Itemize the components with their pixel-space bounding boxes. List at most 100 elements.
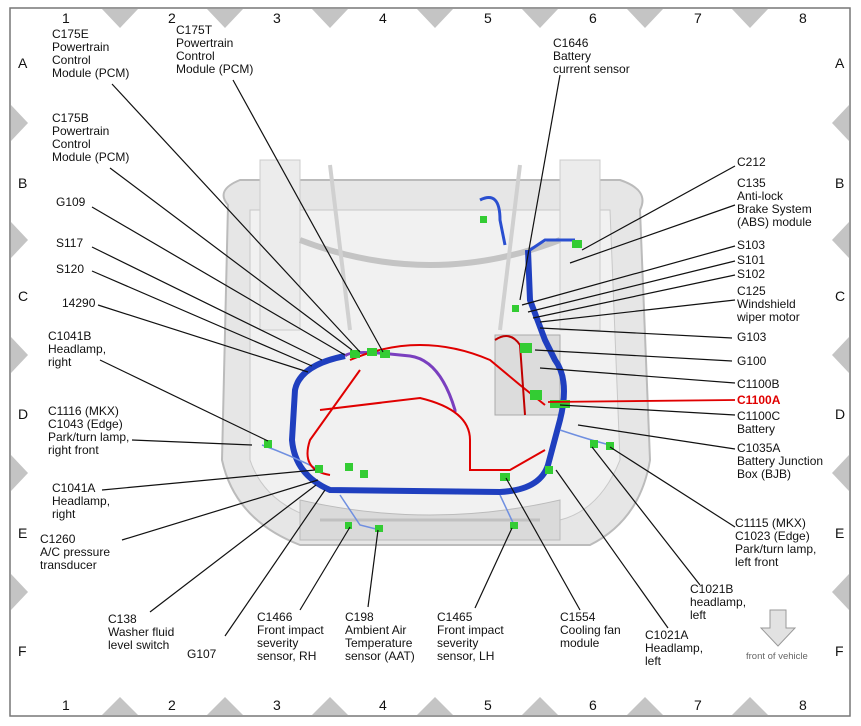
grid-row-right-F: F <box>835 643 844 659</box>
grid-marker-bottom <box>312 697 348 715</box>
label-line: Park/turn lamp, <box>735 542 817 556</box>
label-line: C1023 (Edge) <box>735 529 810 543</box>
label-line: G100 <box>737 354 767 368</box>
label-line: right front <box>48 443 99 457</box>
grid-marker-bottom <box>627 697 663 715</box>
label-line: right <box>52 507 76 521</box>
label-line: Powertrain <box>176 36 234 50</box>
grid-marker-left <box>11 337 28 373</box>
label-line: Module (PCM) <box>52 150 130 164</box>
label-line: Powertrain <box>52 124 110 138</box>
label-line: A/C pressure <box>40 545 111 559</box>
label-line: S101 <box>737 253 766 267</box>
grid-column-bottom-7: 7 <box>694 697 702 713</box>
grid-marker-top <box>732 9 768 28</box>
label-line: Headlamp, <box>48 342 107 356</box>
callout-label-c1100c: C1100C Battery <box>737 410 780 436</box>
grid-row-left-F: F <box>18 643 27 659</box>
label-line: C1646 <box>553 36 589 50</box>
grid-marker-top <box>102 9 138 28</box>
label-line: C1260 <box>40 532 76 546</box>
label-line: Headlamp, <box>52 494 111 508</box>
label-line: C1041A <box>52 481 96 495</box>
label-line: C138 <box>108 612 137 626</box>
grid-row-right-E: E <box>835 525 845 541</box>
label-line: Windshield <box>737 297 796 311</box>
label-line: Control <box>176 49 215 63</box>
grid-column-bottom-4: 4 <box>379 697 387 713</box>
label-line: sensor, RH <box>257 649 317 663</box>
label-line: left <box>690 608 707 622</box>
callout-label-c1465: C1465 Front impact severity sensor, LH <box>437 611 504 663</box>
label-line: C1100A <box>737 393 781 407</box>
label-line: C1100B <box>737 377 780 391</box>
grid-column-bottom-2: 2 <box>168 697 176 713</box>
label-line: transducer <box>40 558 97 572</box>
callout-label-c1646: C1646 Battery current sensor <box>553 37 630 76</box>
label-line: Park/turn lamp, <box>48 430 130 444</box>
grid-column-bottom-8: 8 <box>799 697 807 713</box>
label-line: 14290 <box>62 296 96 310</box>
grid-marker-bottom <box>732 697 768 715</box>
label-line: Powertrain <box>52 40 110 54</box>
label-line: right <box>48 355 72 369</box>
label-line: G103 <box>737 330 767 344</box>
grid-marker-left <box>11 105 28 141</box>
label-line: C1116 (MKX) <box>48 404 119 418</box>
grid-column-top-3: 3 <box>273 10 281 26</box>
callout-label-c175t: C175T Powertrain Control Module (PCM) <box>176 24 253 76</box>
label-line: Brake System <box>737 202 812 216</box>
label-line: C1041B <box>48 329 92 343</box>
grid-row-left-C: C <box>18 288 29 304</box>
callout-label-s102: S102 <box>737 268 765 281</box>
grid-column-bottom-5: 5 <box>484 697 492 713</box>
label-line: G109 <box>56 195 86 209</box>
grid-markers <box>11 9 849 715</box>
grid-row-right-A: A <box>835 55 845 71</box>
callout-label-c1115-mkx-: C1115 (MKX) C1023 (Edge) Park/turn lamp, le… <box>735 517 816 569</box>
label-line: module <box>560 636 600 650</box>
callout-label-c1041a: C1041A Headlamp, right <box>52 482 110 521</box>
grid-marker-right <box>832 105 849 141</box>
label-line: severity <box>257 636 299 650</box>
callout-label-14290: 14290 <box>62 297 95 310</box>
front-of-vehicle-label: front of vehicle <box>746 651 808 662</box>
label-line: Battery Junction <box>737 454 824 468</box>
label-line: left front <box>735 555 779 569</box>
callout-label-s103: S103 <box>737 239 765 252</box>
label-line: Module (PCM) <box>52 66 130 80</box>
callout-label-c125: C125 Windshield wiper motor <box>737 285 800 324</box>
grid-row-right-D: D <box>835 406 846 422</box>
label-line: current sensor <box>553 62 630 76</box>
grid-column-top-8: 8 <box>799 10 807 26</box>
label-line: C1035A <box>737 441 781 455</box>
label-line: Module (PCM) <box>176 62 254 76</box>
callout-label-s117: S117 <box>56 237 83 250</box>
grid-column-top-5: 5 <box>484 10 492 26</box>
label-line: C198 <box>345 610 374 624</box>
vehicle-body <box>220 159 652 546</box>
label-line: Front impact <box>257 623 324 637</box>
grid-marker-right <box>832 574 849 610</box>
label-line: S120 <box>56 262 85 276</box>
connectors <box>264 216 614 532</box>
grid-marker-bottom <box>102 697 138 715</box>
label-line: S103 <box>737 238 766 252</box>
callout-label-c1100a: C1100A <box>737 394 780 407</box>
grid-marker-right <box>832 337 849 373</box>
label-line: wiper motor <box>737 310 800 324</box>
grid-marker-top <box>627 9 663 28</box>
callout-label-c1260: C1260 A/C pressure transducer <box>40 533 110 572</box>
label-line: C1021A <box>645 628 689 642</box>
label-line: Control <box>52 53 91 67</box>
label-line: C175E <box>52 27 89 41</box>
label-line: C1554 <box>560 610 596 624</box>
label-line: C1021B <box>690 582 734 596</box>
grid-marker-bottom <box>207 697 243 715</box>
label-line: C1466 <box>257 610 293 624</box>
callout-label-c1035a: C1035A Battery Junction Box (BJB) <box>737 442 823 481</box>
label-line: C1100C <box>737 409 781 423</box>
grid-marker-left <box>11 574 28 610</box>
label-line: S117 <box>56 236 84 250</box>
grid-column-top-2: 2 <box>168 10 176 26</box>
